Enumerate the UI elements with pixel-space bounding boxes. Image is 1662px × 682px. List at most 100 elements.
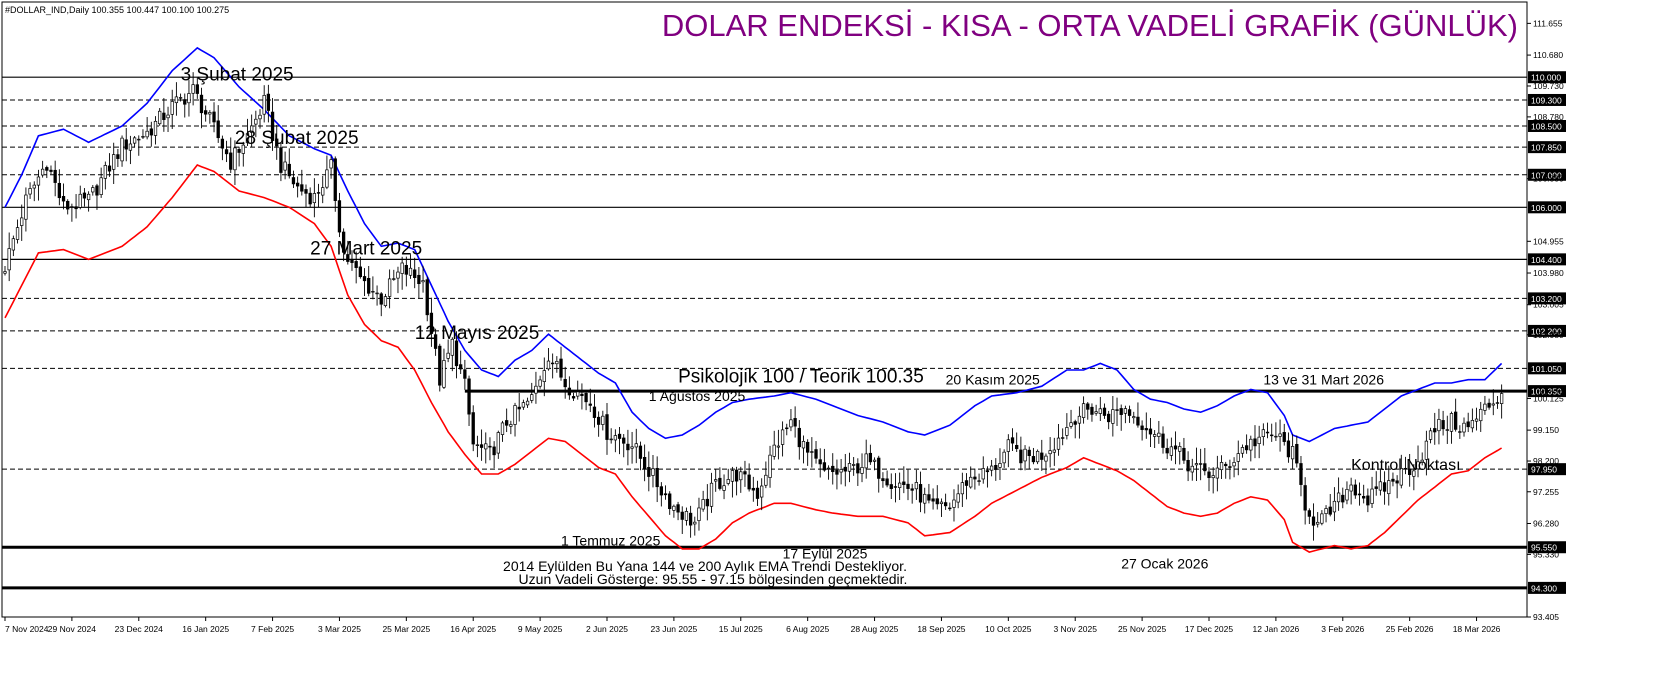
candles-layer bbox=[3, 72, 1504, 541]
candle-170 bbox=[714, 469, 718, 492]
x-tick-label-1: 29 Nov 2024 bbox=[48, 624, 96, 634]
candle-305 bbox=[1278, 419, 1282, 452]
candle-227 bbox=[952, 489, 956, 522]
candle-142 bbox=[596, 411, 601, 437]
candle-92 bbox=[387, 269, 392, 309]
candle-76 bbox=[321, 175, 325, 204]
x-tick-label-19: 12 Jan 2026 bbox=[1252, 624, 1299, 634]
current-price-label: 100.275 bbox=[1533, 389, 1564, 399]
x-tick-label-6: 25 Mar 2025 bbox=[382, 624, 430, 634]
candle-330 bbox=[1382, 471, 1387, 505]
level-label-3: 107.850 bbox=[1531, 143, 1562, 153]
candle-148 bbox=[622, 434, 626, 458]
candle-220 bbox=[923, 487, 927, 514]
candle-124 bbox=[521, 399, 526, 410]
candle-350 bbox=[1466, 412, 1470, 433]
upper-band-line bbox=[4, 46, 1503, 443]
candle-143 bbox=[601, 410, 605, 431]
candle-185 bbox=[776, 429, 781, 460]
candle-147 bbox=[617, 427, 622, 455]
candle-246 bbox=[1031, 447, 1036, 465]
candle-228 bbox=[956, 484, 960, 509]
candle-278 bbox=[1165, 438, 1169, 460]
level-label-7: 103.200 bbox=[1531, 294, 1562, 304]
candle-286 bbox=[1198, 448, 1203, 481]
candle-233 bbox=[977, 473, 981, 486]
candle-150 bbox=[630, 431, 634, 464]
candle-133 bbox=[559, 346, 563, 381]
candle-268 bbox=[1123, 405, 1128, 424]
candle-39 bbox=[166, 106, 170, 133]
candle-9 bbox=[40, 160, 45, 178]
candle-180 bbox=[755, 480, 760, 507]
x-tick-label-3: 16 Jan 2025 bbox=[182, 624, 229, 634]
candle-6 bbox=[28, 182, 32, 199]
candle-16 bbox=[70, 203, 74, 222]
candle-308 bbox=[1290, 434, 1295, 470]
candle-335 bbox=[1403, 456, 1408, 475]
candle-127 bbox=[534, 371, 538, 404]
candle-199 bbox=[835, 459, 839, 490]
candle-137 bbox=[576, 380, 580, 400]
candle-264 bbox=[1107, 410, 1111, 430]
x-tick-label-14: 18 Sep 2025 bbox=[917, 624, 965, 634]
level-tag-11 bbox=[1528, 463, 1566, 476]
candle-203 bbox=[852, 457, 856, 476]
candle-230 bbox=[964, 473, 969, 500]
candle-306 bbox=[1282, 423, 1286, 446]
candle-107 bbox=[450, 337, 454, 372]
level-label-8: 102.200 bbox=[1531, 326, 1562, 336]
candle-113 bbox=[475, 435, 480, 458]
candle-37 bbox=[158, 108, 162, 126]
candle-136 bbox=[571, 392, 576, 401]
candle-79 bbox=[333, 156, 337, 212]
candle-210 bbox=[881, 472, 885, 488]
candle-344 bbox=[1441, 410, 1445, 436]
candle-34 bbox=[145, 117, 149, 140]
candle-145 bbox=[609, 428, 613, 444]
candle-101 bbox=[425, 276, 429, 322]
candle-58 bbox=[245, 118, 250, 146]
candle-128 bbox=[538, 375, 542, 389]
price-axis: 110.000 109.300 108.500 107.850 107.000 106.0… bbox=[1527, 18, 1566, 622]
candle-341 bbox=[1428, 427, 1433, 444]
candle-91 bbox=[383, 293, 388, 308]
candle-138 bbox=[580, 383, 584, 410]
candle-106 bbox=[446, 339, 450, 363]
candle-266 bbox=[1115, 397, 1119, 427]
candle-255 bbox=[1069, 409, 1073, 429]
candle-173 bbox=[726, 468, 730, 486]
level-label-5: 106.000 bbox=[1531, 203, 1562, 213]
candle-116 bbox=[488, 437, 492, 461]
x-tick-label-15: 10 Oct 2025 bbox=[985, 624, 1032, 634]
candle-38 bbox=[162, 98, 166, 132]
candle-125 bbox=[525, 397, 530, 408]
candle-70 bbox=[295, 176, 300, 198]
candle-313 bbox=[1311, 503, 1316, 541]
candle-80 bbox=[337, 192, 342, 238]
candle-134 bbox=[563, 366, 567, 399]
candle-81 bbox=[341, 228, 346, 262]
candle-354 bbox=[1483, 395, 1487, 415]
candle-322 bbox=[1349, 477, 1353, 505]
candle-179 bbox=[751, 476, 755, 502]
y-tick-label-4: 106.880 bbox=[1533, 174, 1564, 184]
candle-212 bbox=[889, 473, 893, 499]
level-tag-7 bbox=[1528, 292, 1566, 305]
candle-288 bbox=[1207, 467, 1211, 492]
candle-27 bbox=[116, 148, 120, 168]
candle-337 bbox=[1412, 464, 1416, 491]
candle-334 bbox=[1399, 454, 1403, 489]
candle-105 bbox=[442, 348, 446, 390]
candle-146 bbox=[613, 429, 618, 453]
candle-84 bbox=[354, 251, 358, 284]
candle-276 bbox=[1157, 420, 1161, 444]
candle-262 bbox=[1098, 396, 1102, 422]
candle-131 bbox=[551, 353, 555, 379]
candle-216 bbox=[906, 469, 910, 501]
y-tick-label-3: 108.780 bbox=[1533, 112, 1564, 122]
candle-347 bbox=[1454, 398, 1458, 432]
x-tick-label-0: 7 Nov 2024 bbox=[5, 624, 49, 634]
candle-214 bbox=[897, 472, 902, 501]
